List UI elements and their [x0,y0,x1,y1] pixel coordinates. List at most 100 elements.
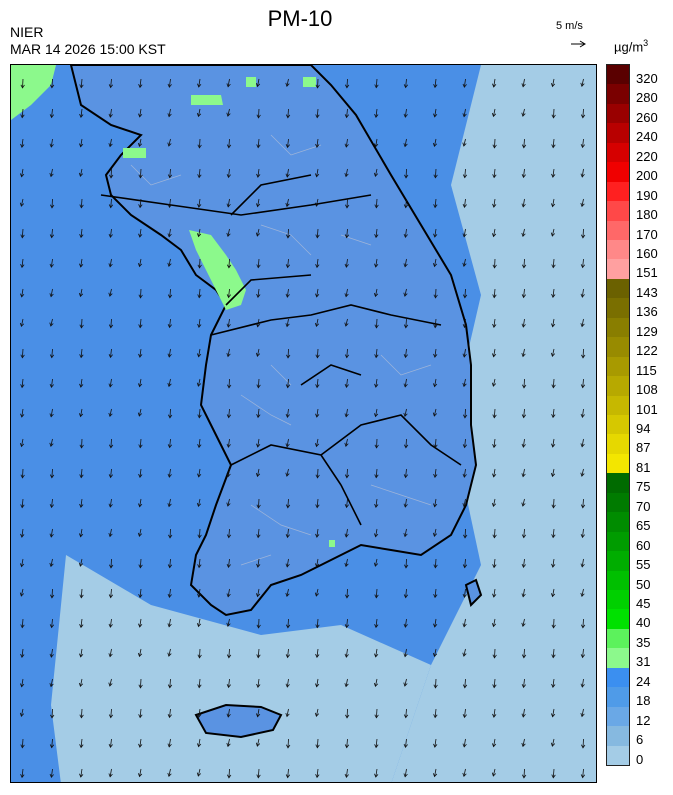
wind-arrow-head-icon [20,504,25,509]
wind-arrow-head-icon [551,654,556,659]
wind-arrow-head-icon [49,744,55,749]
legend-tick-label: 280 [636,90,658,106]
wind-arrow-head-icon [137,532,143,537]
wind-arrow-head-icon [167,324,172,329]
wind-arrow-icon [582,228,584,238]
wind-arrow-head-icon [551,624,556,629]
wind-arrow-head-icon [256,443,261,448]
wind-arrow-head-icon [551,173,556,178]
wind-arrow-head-icon [167,353,172,358]
wind-arrow-head-icon [255,83,261,88]
wind-arrow-head-icon [403,143,408,148]
wind-arrow-head-icon [226,323,231,328]
wind-arrow-head-icon [196,112,202,118]
wind-arrow-icon [79,168,83,177]
wind-arrow-icon [551,228,555,237]
wind-arrow-head-icon [49,293,54,298]
wind-arrow-head-icon [226,294,232,299]
wind-arrow-icon [375,138,378,147]
wind-arrow-icon [80,198,83,208]
wind-arrow-icon [493,228,496,237]
wind-arrow-head-icon [285,323,290,328]
wind-arrow-head-icon [344,773,349,778]
wind-arrow-head-icon [462,503,467,508]
wind-arrow-icon [345,648,348,658]
wind-arrow-head-icon [197,713,202,718]
wind-arrow-head-icon [551,534,556,539]
wind-arrow-icon [581,678,584,688]
wind-arrow-head-icon [226,593,231,598]
wind-arrow-icon [346,498,348,508]
wind-arrow-head-icon [344,413,349,418]
wind-arrow-icon [198,408,201,418]
wind-arrow-head-icon [227,384,232,389]
low-concentration-east-sea [391,65,596,782]
wind-arrow-icon [50,648,53,658]
wind-arrow-icon [346,348,348,358]
wind-arrow-icon [345,528,348,538]
legend-tick-label: 129 [636,323,658,339]
agency-label: NIER [10,24,44,40]
wind-arrow-icon [581,168,584,178]
legend-tick-label: 170 [636,226,658,242]
legend-swatch [607,181,629,202]
wind-arrow-head-icon [79,714,84,719]
wind-arrow-icon [434,318,437,328]
wind-arrow-head-icon [49,143,54,148]
wind-arrow-head-icon [138,623,143,628]
wind-arrow-head-icon [138,684,143,689]
wind-arrow-head-icon [197,443,202,449]
wind-arrow-head-icon [226,684,231,689]
wind-arrow-icon [552,438,555,448]
wind-arrow-icon [493,498,496,507]
wind-arrow-head-icon [403,714,409,719]
wind-arrow-head-icon [108,533,113,538]
wind-arrow-head-icon [49,624,55,629]
wind-arrow-icon [581,78,584,87]
wind-arrow-icon [139,168,142,178]
legend-tick-label: 108 [636,382,658,398]
wind-arrow-head-icon [19,712,25,717]
wind-arrow-head-icon [49,683,54,688]
wind-arrow-head-icon [20,293,25,298]
wind-arrow-icon [228,408,230,418]
wind-arrow-icon [552,408,555,418]
wind-arrow-icon [21,528,24,538]
wind-arrow-icon [435,678,437,688]
wind-arrow-head-icon [226,144,232,149]
wind-arrow-icon [375,738,378,748]
wind-arrow-icon [346,108,348,118]
unit-exponent: 3 [643,38,649,48]
wind-arrow-head-icon [49,773,54,778]
wind-arrow-head-icon [285,413,290,418]
wind-arrow-icon [139,228,142,238]
wind-arrow-icon [523,408,525,418]
wind-arrow-head-icon [521,774,527,779]
wind-arrow-icon [257,468,260,477]
wind-arrow-icon [50,138,53,148]
wind-arrow-icon [21,678,24,687]
wind-arrow-head-icon [167,564,173,569]
wind-arrow-icon [257,168,260,178]
wind-arrow-head-icon [226,443,231,448]
legend-swatch [607,687,629,708]
high-concentration-patch [189,230,246,310]
wind-arrow-icon [228,378,230,388]
wind-arrow-icon [404,108,407,118]
wind-arrow-head-icon [374,444,379,449]
wind-arrow-icon [493,318,496,328]
wind-arrow-head-icon [286,744,291,749]
wind-arrow-icon [169,588,171,598]
wind-arrow-head-icon [491,772,497,777]
wind-arrow-head-icon [226,264,232,269]
wind-arrow-head-icon [197,684,202,689]
wind-arrow-head-icon [285,592,290,598]
wind-arrow-icon [522,618,525,627]
wind-arrow-icon [287,408,289,418]
wind-arrow-icon [228,648,230,658]
pm10-map[interactable] [10,64,597,783]
wind-arrow-head-icon [167,743,172,748]
wind-arrow-head-icon [432,652,438,658]
wind-arrow-head-icon [580,173,585,178]
wind-arrow-head-icon [19,322,25,328]
